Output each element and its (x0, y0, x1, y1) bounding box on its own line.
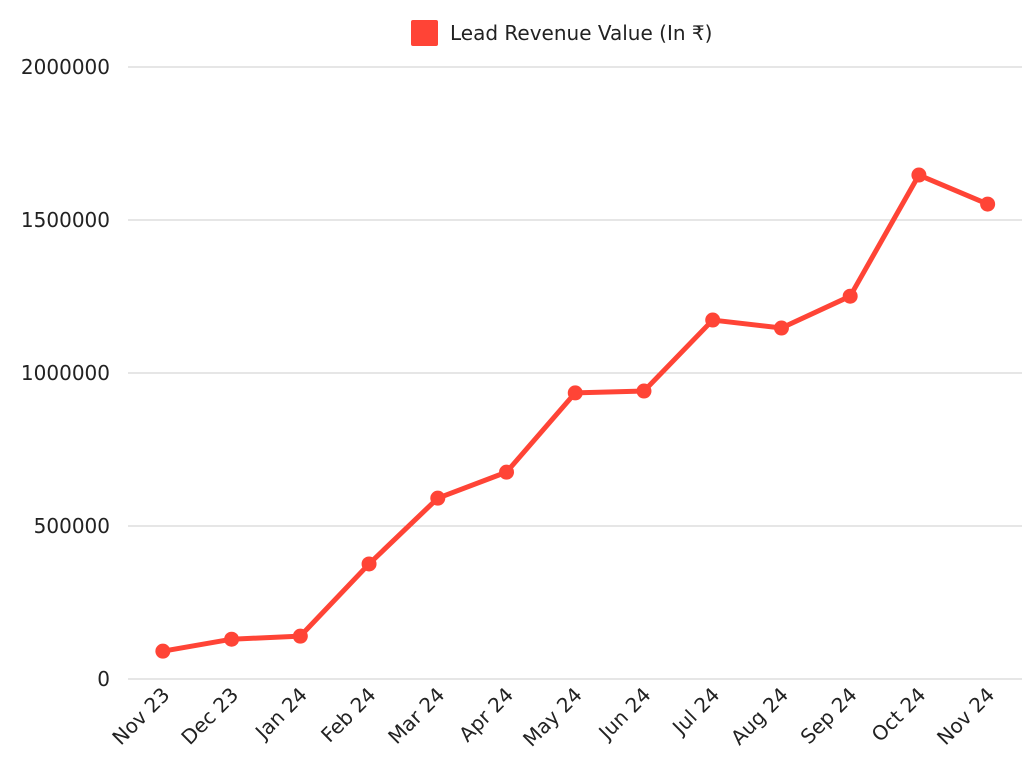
x-tick-label: Oct 24 (867, 683, 931, 747)
data-point (224, 631, 240, 647)
series-group (155, 167, 996, 659)
x-tick-label: Aug 24 (726, 683, 793, 750)
x-tick-label: Jul 24 (666, 683, 724, 741)
legend-swatch (411, 20, 438, 46)
x-tick-label: May 24 (518, 683, 587, 752)
legend-label: Lead Revenue Value (In ₹) (450, 21, 712, 45)
data-point (980, 196, 996, 212)
series-line (162, 172, 989, 654)
legend: Lead Revenue Value (In ₹) (411, 20, 712, 46)
y-tick-label: 500000 (34, 514, 110, 538)
data-point (155, 643, 171, 659)
y-tick-label: 1000000 (21, 361, 110, 385)
data-point (567, 385, 583, 401)
x-tick-label: Mar 24 (383, 683, 449, 749)
x-axis-ticks: Nov 23 Dec 23 Jan 24 Feb 24 Mar 24 Apr 24 May … (107, 683, 999, 752)
data-point (430, 490, 446, 506)
y-tick-label: 1500000 (21, 208, 110, 232)
x-tick-label: Sep 24 (796, 683, 862, 749)
x-tick-label: Jun 24 (593, 683, 656, 746)
x-tick-label: Feb 24 (316, 683, 381, 748)
x-tick-label: Dec 23 (176, 683, 243, 750)
data-point (292, 628, 308, 644)
y-axis-ticks: 0 500000 1000000 1500000 2000000 (21, 55, 110, 691)
grid-lines (128, 66, 1022, 680)
data-point (499, 464, 515, 480)
data-point (636, 383, 652, 399)
data-point (705, 312, 721, 328)
x-tick-label: Jan 24 (249, 683, 312, 746)
y-tick-label: 2000000 (21, 55, 110, 79)
data-point (361, 556, 377, 572)
y-tick-label: 0 (97, 667, 110, 691)
data-point (842, 288, 858, 304)
x-tick-label: Apr 24 (454, 683, 518, 747)
data-point (773, 320, 789, 336)
x-tick-label: Nov 24 (932, 683, 999, 750)
x-tick-label: Nov 23 (107, 683, 174, 750)
data-point (911, 167, 927, 183)
